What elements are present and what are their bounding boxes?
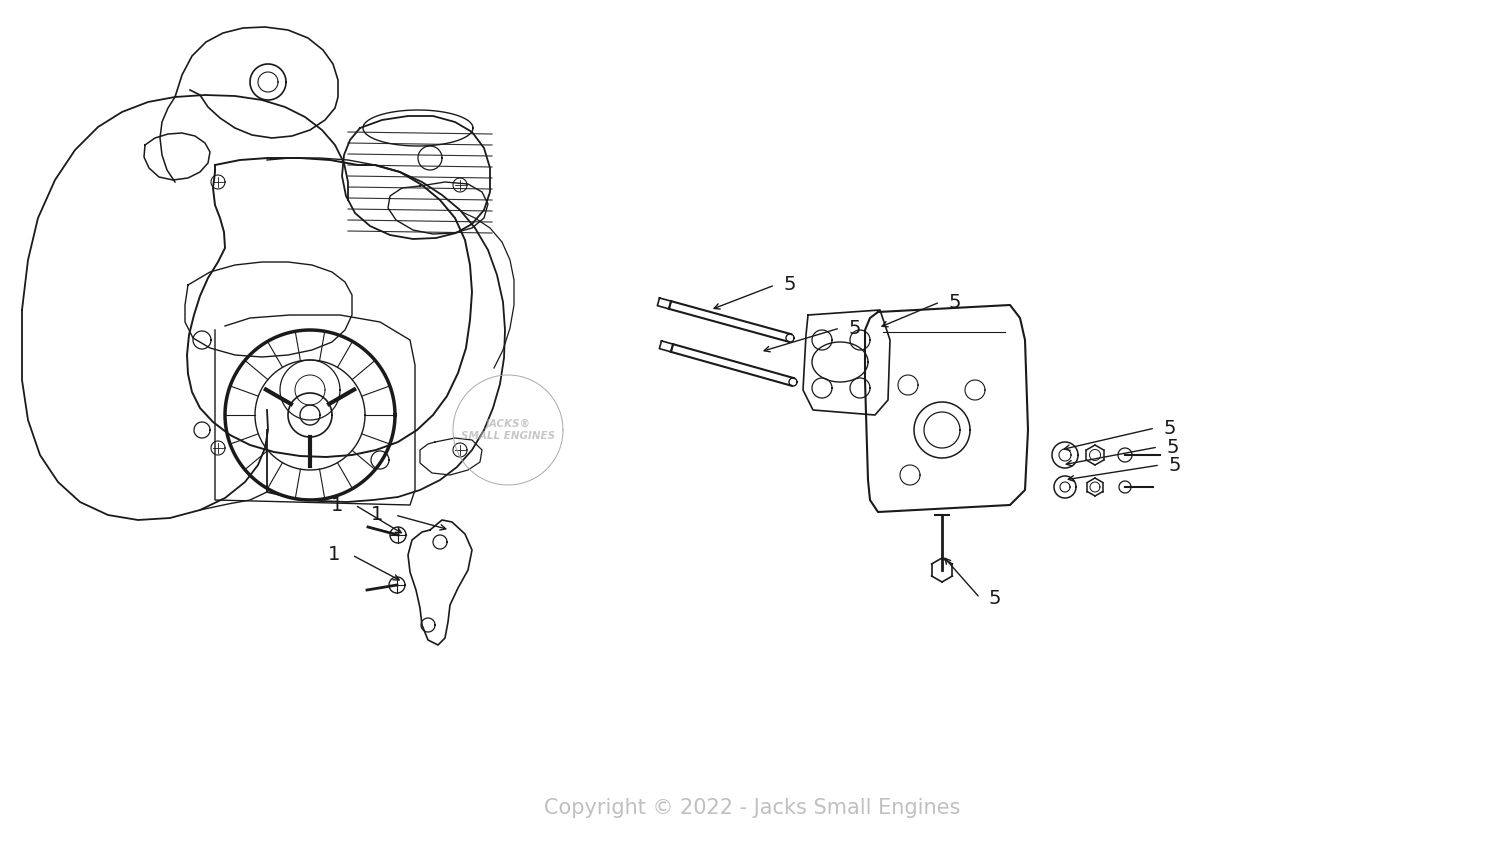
Text: 5: 5 [1169,456,1181,474]
Text: 1: 1 [328,546,340,564]
Text: 1: 1 [370,506,384,524]
Text: 5: 5 [989,588,1001,608]
Text: JACKS®
SMALL ENGINES: JACKS® SMALL ENGINES [461,419,555,441]
Text: 5: 5 [784,275,796,294]
Text: 5: 5 [1163,418,1177,438]
Text: 5: 5 [948,292,962,311]
Text: 5: 5 [1166,438,1180,456]
Text: 1: 1 [331,496,343,514]
Text: Copyright © 2022 - Jacks Small Engines: Copyright © 2022 - Jacks Small Engines [545,798,960,818]
Text: 5: 5 [849,319,861,337]
